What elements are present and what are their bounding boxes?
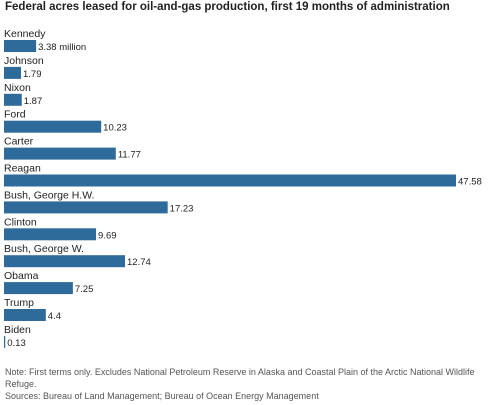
bar	[4, 174, 456, 187]
value-label: 0.13	[7, 338, 26, 349]
category-label: Bush, George H.W.	[4, 189, 94, 201]
category-label: Bush, George W.	[4, 243, 84, 255]
bar	[4, 40, 37, 52]
bar	[4, 309, 46, 321]
bar	[4, 93, 22, 106]
bar	[4, 282, 73, 295]
category-label: Reagan	[4, 163, 41, 175]
value-label: 1.79	[23, 69, 42, 80]
bar	[4, 201, 168, 214]
value-label: 47.58	[458, 177, 482, 188]
bar	[4, 66, 22, 79]
bar-chart: Kennedy 3.38 million Johnson 1.79 Nixon 1.87 F…	[4, 28, 482, 349]
category-label: Ford	[4, 109, 26, 121]
category-label: Nixon	[4, 82, 31, 94]
value-label: 4.4	[48, 311, 61, 322]
value-label: 7.25	[75, 284, 94, 295]
value-label: 3.38 million	[38, 42, 86, 53]
category-label: Carter	[4, 136, 34, 148]
value-label: 1.87	[24, 96, 43, 107]
chart-title: Federal acres leased for oil-and-gas pro…	[5, 1, 450, 13]
bar	[4, 120, 102, 133]
value-label: 17.23	[170, 203, 194, 214]
value-label: 12.74	[127, 257, 151, 268]
value-label: 10.23	[103, 123, 127, 134]
chart-note: Note: First terms only. Excludes Nationa…	[5, 367, 475, 389]
bar	[4, 228, 97, 241]
bar	[4, 335, 6, 348]
value-label: 9.69	[98, 230, 117, 241]
category-label: Trump	[4, 297, 34, 309]
bar	[4, 147, 116, 160]
chart-sources: Sources: Bureau of Land Management; Bure…	[5, 391, 319, 401]
category-label: Obama	[4, 270, 39, 282]
category-label: Biden	[4, 324, 31, 336]
category-label: Johnson	[4, 55, 44, 67]
category-label: Clinton	[4, 216, 37, 228]
category-label: Kennedy	[4, 28, 46, 40]
value-label: 11.77	[118, 150, 141, 161]
bar	[4, 255, 126, 268]
